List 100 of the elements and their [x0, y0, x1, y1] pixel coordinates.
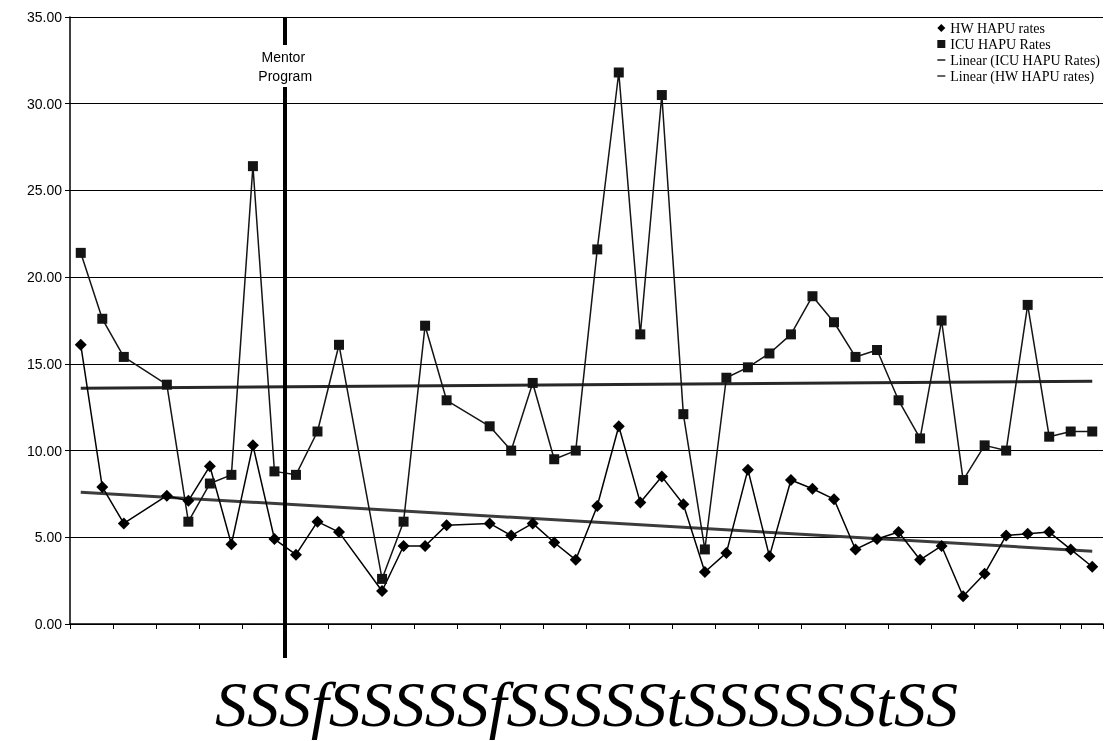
point — [871, 533, 884, 546]
point — [1021, 527, 1034, 540]
point — [483, 517, 496, 530]
point — [204, 478, 215, 489]
point — [612, 420, 625, 433]
point — [1022, 299, 1033, 310]
point — [226, 469, 237, 480]
point — [117, 517, 130, 530]
point — [655, 470, 668, 483]
y-tick-label: 15.00 — [26, 355, 63, 372]
point — [828, 317, 839, 328]
annotation: Mentor Program — [258, 48, 313, 84]
point — [1087, 426, 1098, 437]
point — [1000, 529, 1013, 542]
point — [246, 439, 259, 452]
point — [1001, 445, 1012, 456]
point — [656, 90, 667, 101]
point — [441, 395, 452, 406]
point — [290, 469, 301, 480]
point — [506, 445, 517, 456]
point — [526, 517, 539, 530]
point — [592, 244, 603, 255]
point — [75, 247, 86, 258]
point — [505, 529, 518, 542]
point — [634, 496, 647, 509]
y-tick-label: 25.00 — [26, 182, 63, 199]
point — [635, 329, 646, 340]
y-tick-label: 35.00 — [26, 9, 63, 25]
point — [548, 536, 561, 549]
point — [806, 482, 819, 495]
y-tick-label: 10.00 — [26, 442, 63, 459]
point — [183, 516, 194, 527]
point — [893, 395, 904, 406]
point — [182, 494, 195, 507]
point — [958, 475, 969, 486]
point — [914, 553, 927, 566]
x-axis-title: SSSfSSSSSfSSSSStSSSSSStSS — [214, 668, 959, 740]
point — [677, 498, 690, 511]
point — [420, 320, 431, 331]
point — [247, 161, 258, 172]
point — [118, 351, 129, 362]
point — [160, 489, 173, 502]
point — [549, 454, 560, 465]
point — [979, 440, 990, 451]
y-tick-label: 5.00 — [34, 529, 63, 546]
point — [978, 567, 991, 580]
point — [613, 67, 624, 78]
point — [1064, 543, 1077, 556]
point — [721, 372, 732, 383]
point — [678, 409, 689, 420]
legend-label: ICU HAPU Rates — [950, 36, 1051, 52]
point — [484, 421, 495, 432]
point — [570, 445, 581, 456]
point — [440, 519, 453, 532]
point — [827, 493, 840, 506]
point — [268, 533, 281, 546]
point — [936, 315, 947, 326]
point — [1044, 431, 1055, 442]
point — [419, 539, 432, 552]
point — [311, 515, 324, 528]
point — [849, 543, 862, 556]
point — [1086, 560, 1099, 573]
point — [527, 377, 538, 388]
point — [97, 313, 108, 324]
point — [741, 463, 754, 476]
point — [764, 348, 775, 359]
legend-label: HW HAPU rates — [950, 20, 1045, 36]
point — [397, 539, 410, 552]
y-tick-label: 20.00 — [26, 269, 63, 286]
point — [377, 573, 388, 584]
point — [96, 480, 109, 493]
point — [720, 546, 733, 559]
y-tick-label: 30.00 — [26, 95, 63, 112]
point — [935, 539, 948, 552]
point — [312, 426, 323, 437]
y-tick-label: 0.00 — [34, 616, 63, 632]
point — [872, 344, 883, 355]
point — [225, 538, 238, 551]
point — [698, 565, 711, 578]
point — [699, 544, 710, 555]
point — [269, 466, 280, 477]
point — [591, 500, 604, 513]
point — [289, 548, 302, 561]
point — [742, 362, 753, 373]
point — [334, 339, 345, 350]
point — [915, 433, 926, 444]
point — [74, 338, 87, 351]
point — [569, 553, 582, 566]
point — [763, 550, 776, 563]
point — [957, 590, 970, 603]
point — [203, 460, 216, 473]
legend-label: Linear (ICU HAPU Rates) — [950, 52, 1101, 69]
legend-label: Linear (HW HAPU rates) — [950, 68, 1095, 85]
point — [398, 516, 409, 527]
point — [376, 585, 389, 598]
point — [850, 351, 861, 362]
point — [785, 329, 796, 340]
point — [161, 379, 172, 390]
point — [807, 291, 818, 302]
point — [784, 474, 797, 487]
